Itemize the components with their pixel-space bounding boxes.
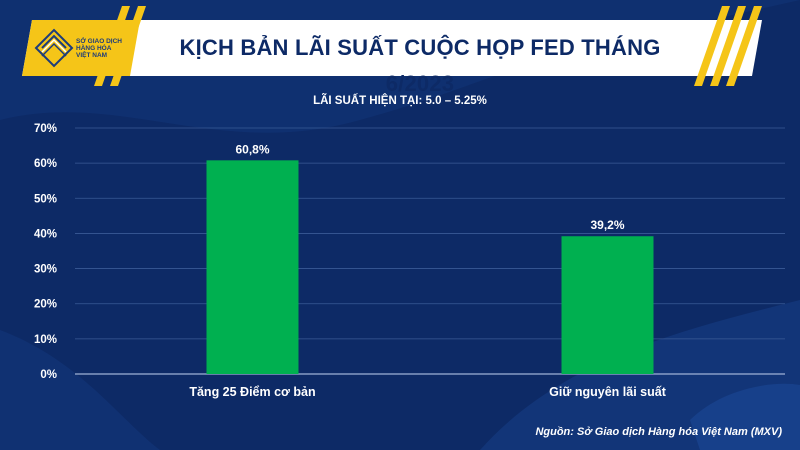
mxv-logo-icon	[34, 28, 74, 68]
x-category-label: Giữ nguyên lãi suất	[549, 385, 667, 399]
page-title: KỊCH BẢN LÃI SUẤT CUỘC HỌP FED THÁNG 6/2…	[179, 35, 661, 96]
logo-panel	[22, 20, 140, 76]
y-tick-label: 40%	[34, 228, 57, 240]
bar	[561, 236, 654, 374]
y-tick-label: 30%	[34, 264, 57, 276]
bar-value-label: 60,8%	[235, 142, 269, 156]
y-tick-label: 0%	[40, 369, 57, 381]
bar-value-label: 39,2%	[590, 218, 624, 232]
source-note: Nguồn: Sở Giao dịch Hàng hóa Việt Nam (M…	[535, 426, 782, 438]
logo-text: SỞ GIAO DỊCH HÀNG HÓA VIỆT NAM	[76, 38, 132, 59]
y-tick-label: 70%	[34, 123, 57, 135]
y-tick-label: 50%	[34, 193, 57, 205]
logo-line-1: SỞ GIAO DỊCH	[76, 38, 122, 45]
logo-line-3: VIỆT NAM	[76, 52, 108, 59]
y-tick-label: 10%	[34, 334, 57, 346]
bar	[206, 160, 299, 374]
logo-line-2: HÀNG HÓA	[76, 45, 112, 52]
x-category-label: Tăng 25 Điểm cơ bản	[189, 385, 315, 399]
chart-subtitle: LÃI SUẤT HIỆN TẠI: 5.0 – 5.25%	[313, 95, 487, 107]
y-tick-label: 60%	[34, 158, 57, 170]
y-tick-label: 20%	[34, 299, 57, 311]
